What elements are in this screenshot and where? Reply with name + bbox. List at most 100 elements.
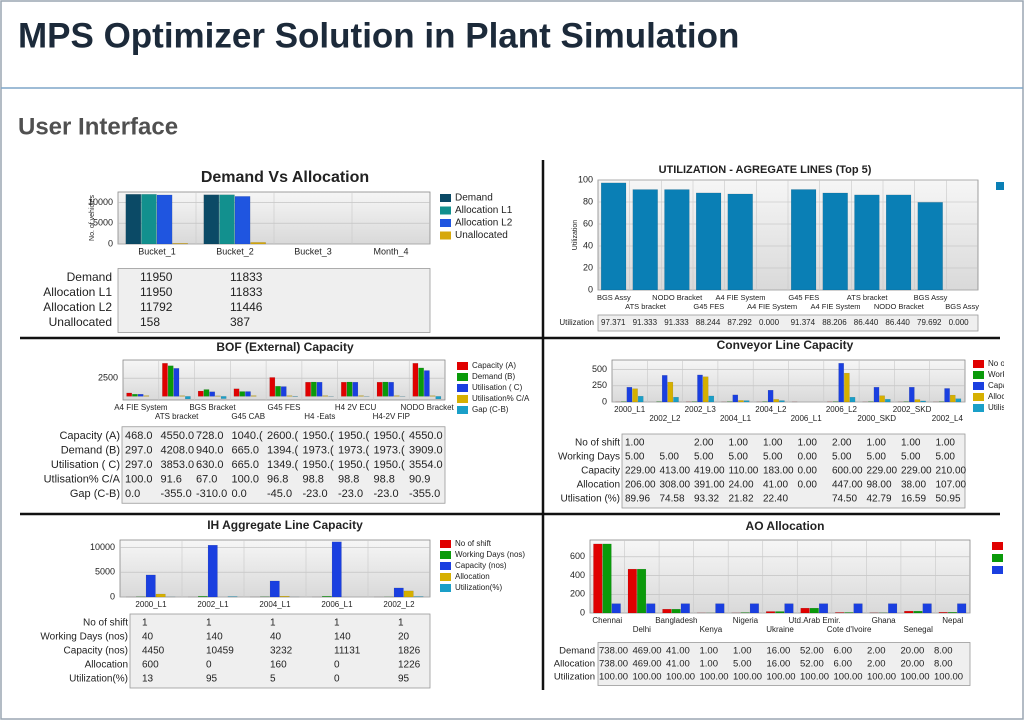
- table-row-label: No of shift: [575, 438, 620, 449]
- table-cell: 1.00: [700, 646, 719, 657]
- table-cell: 210.00: [936, 466, 967, 477]
- bar: [209, 391, 215, 397]
- table-cell: 38.00: [901, 480, 926, 491]
- bar: [838, 363, 844, 403]
- table-cell: 100.00: [867, 672, 896, 683]
- x-tick-label: Bucket_2: [216, 246, 254, 256]
- bar: [286, 395, 293, 397]
- bar: [311, 381, 317, 397]
- bar: [179, 395, 185, 397]
- plot-area: [589, 539, 971, 614]
- bar: [727, 193, 753, 291]
- table-cell: 100.0: [232, 473, 260, 485]
- table-cell: 0: [334, 674, 340, 685]
- bar: [879, 395, 885, 403]
- bar: [197, 596, 208, 598]
- x-tick-label: 2002_L2: [649, 414, 681, 423]
- legend-label: Gap (C-B): [472, 405, 509, 414]
- bar: [126, 392, 132, 397]
- table-cell: 1.00: [625, 438, 645, 449]
- legend-label: Allocation: [455, 572, 490, 581]
- table-row-label: Utlisation (%): [561, 494, 620, 505]
- y-tick-label: 0: [602, 396, 607, 406]
- table-cell: 4550.0: [161, 430, 195, 442]
- table-row-label: Allocation: [554, 659, 595, 670]
- table-cell: 40: [270, 632, 282, 643]
- table-cell: 100.00: [700, 672, 729, 683]
- table-cell: 98.8: [374, 473, 395, 485]
- page-subtitle: User Interface: [18, 113, 178, 140]
- x-tick-label: Utd.Arab Emir.: [789, 616, 841, 625]
- table-cell: 1: [142, 618, 148, 629]
- legend-swatch: [973, 404, 984, 412]
- table-cell: 600.00: [832, 466, 863, 477]
- table-row-label: Allocation: [577, 480, 620, 491]
- bar: [143, 395, 150, 397]
- legend-item: Demand (B): [457, 372, 515, 381]
- legend-swatch: [440, 562, 451, 570]
- x-tick-label: ATS bracket: [847, 293, 889, 302]
- bar: [673, 397, 679, 403]
- legend-label: No of shift: [988, 359, 1024, 368]
- bar: [749, 603, 759, 614]
- bar: [601, 182, 627, 291]
- table-row-label: Working Days: [558, 452, 620, 463]
- table-cell: 183.00: [763, 466, 794, 477]
- bar: [909, 387, 915, 403]
- x-tick-label: H4-2V FIP: [373, 412, 410, 421]
- legend-label: Working Days (nos): [455, 550, 525, 559]
- bar: [250, 395, 257, 397]
- table-cell: 52.00: [800, 659, 824, 670]
- legend-swatch: [457, 395, 468, 403]
- table-cell: 110.00: [729, 466, 759, 477]
- bar: [250, 242, 266, 245]
- legend-label: Utilisation ( C): [472, 383, 523, 392]
- legend-item: Working Days (nos): [440, 550, 525, 559]
- bar: [950, 394, 956, 403]
- legend-swatch: [457, 384, 468, 392]
- legend-swatch: [992, 554, 1003, 562]
- x-tick-label: 2004_L1: [259, 600, 291, 609]
- table-cell: 2.00: [867, 659, 886, 670]
- table-box: [129, 613, 431, 689]
- legend-item: Utilization: [992, 566, 1003, 574]
- y-tick-label: 600: [570, 551, 585, 561]
- bar: [435, 396, 442, 400]
- x-tick-label: Bangladesh: [655, 616, 697, 625]
- bar: [275, 386, 281, 397]
- table-cell: 5.00: [733, 659, 752, 670]
- table-cell: 95: [206, 674, 218, 685]
- chart-title: Conveyor Line Capacity: [717, 338, 854, 352]
- bar: [403, 590, 414, 598]
- table-cell: 308.00: [660, 480, 691, 491]
- table-cell: 98.00: [867, 480, 892, 491]
- table-row-label: No of shift: [83, 618, 128, 629]
- x-tick-label: Senegal: [904, 625, 934, 634]
- table-cell: 100.0: [125, 473, 153, 485]
- table-cell: 419.00: [694, 466, 725, 477]
- table-cell: 89.96: [625, 494, 650, 505]
- table-cell: -23.0: [303, 488, 328, 500]
- table-cell: 1950.(: [338, 430, 370, 442]
- y-tick-label: 2500: [98, 373, 118, 383]
- table-cell: 1.00: [700, 659, 719, 670]
- legend-swatch: [973, 360, 984, 368]
- bar: [849, 397, 856, 403]
- legend-swatch: [973, 382, 984, 390]
- table-cell: 100.00: [834, 672, 863, 683]
- bar: [767, 390, 774, 403]
- bar: [269, 580, 280, 598]
- bar: [279, 596, 290, 598]
- bar: [233, 388, 240, 397]
- bar: [784, 603, 794, 614]
- x-tick-label: BGS Bracket: [189, 403, 236, 412]
- table-cell: 600: [142, 660, 159, 671]
- legend-label: Utilization(%): [455, 583, 502, 592]
- table-cell: 206.00: [625, 480, 656, 491]
- bar: [611, 603, 621, 614]
- legend-label: Demand: [1007, 541, 1024, 550]
- chart-title: AO Allocation: [746, 519, 825, 533]
- table-row-label: Demand: [67, 270, 112, 284]
- legend-label: Demand: [455, 193, 493, 204]
- bar: [947, 612, 957, 614]
